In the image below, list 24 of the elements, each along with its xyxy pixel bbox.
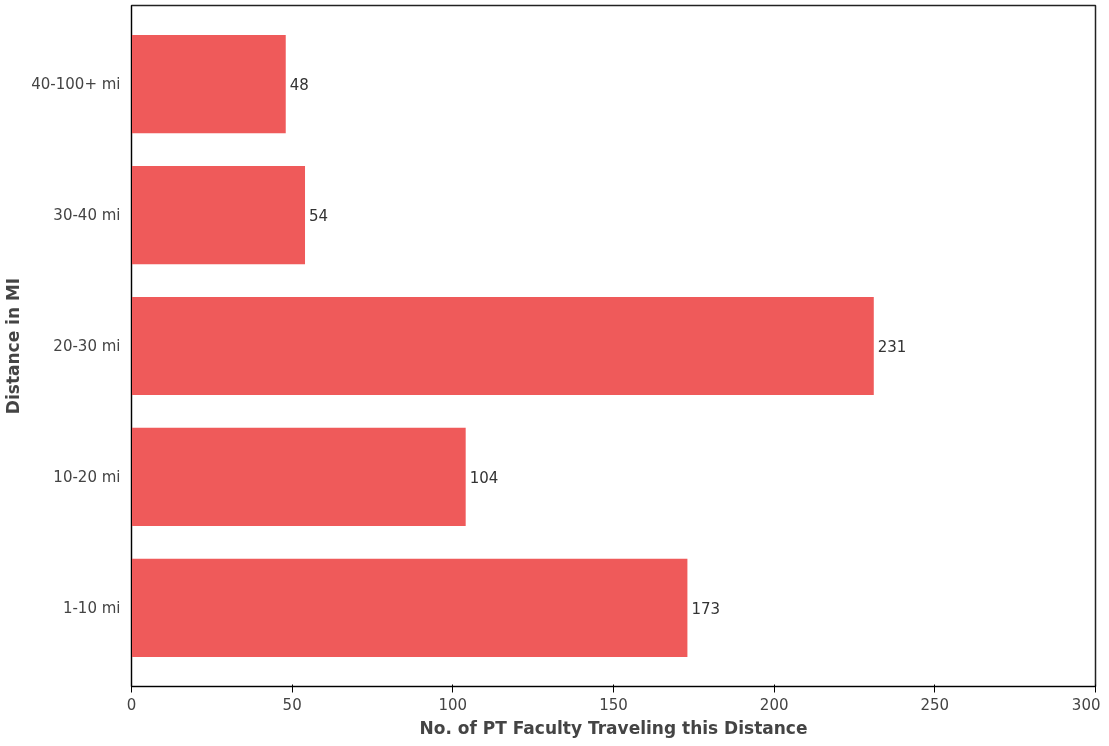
x-tick-label: 250 [920, 695, 950, 714]
bar [131, 427, 466, 527]
bar [131, 296, 874, 396]
bar [131, 558, 688, 658]
x-tick-label: 0 [126, 695, 137, 714]
bar [131, 165, 306, 265]
y-tick-label: 20-30 mi [53, 337, 121, 355]
data-label: 48 [289, 76, 309, 95]
y-tick-label: 10-20 mi [53, 467, 121, 486]
data-label: 104 [469, 468, 499, 487]
data-label: 54 [309, 207, 329, 226]
x-axis-title: No. of PT Faculty Traveling this Distance [419, 717, 808, 738]
data-label: 173 [691, 599, 721, 618]
y-axis-title: Distance in MI [3, 277, 24, 415]
y-tick-label: 1-10 mi [62, 598, 121, 617]
y-tick-label: 30-40 mi [53, 206, 121, 225]
data-label: 231 [877, 338, 907, 356]
x-tick-label: 300 [1071, 695, 1101, 714]
x-tick-label: 50 [282, 695, 302, 714]
y-tick-label: 40-100+ mi [31, 75, 121, 94]
x-tick-label: 150 [599, 695, 628, 714]
bar [131, 34, 286, 134]
x-tick-label: 100 [438, 695, 468, 714]
x-tick-label: 200 [759, 695, 789, 714]
